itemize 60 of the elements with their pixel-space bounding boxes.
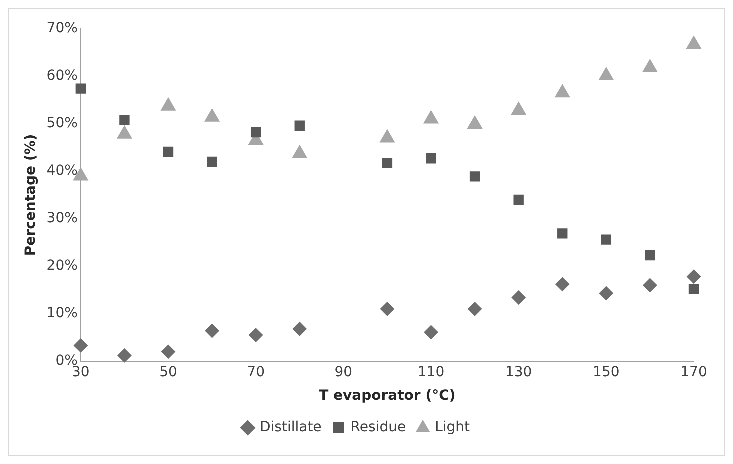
y-tick-label: 20% [46,258,78,274]
point [162,344,176,359]
point [382,158,393,168]
y-tick-label: 10% [46,306,78,322]
y-tick-label: 50% [46,116,78,132]
y-axis-title: Percentage (%) [23,134,40,256]
point [292,322,307,336]
point [424,325,438,340]
point [292,145,308,158]
point [161,98,176,111]
point [468,302,482,316]
point [599,286,614,300]
point [514,194,524,206]
point [250,127,262,138]
point [120,115,130,126]
point [470,172,480,182]
point [511,102,526,116]
legend-label: Light [435,420,471,436]
point [686,36,702,50]
point [163,146,174,158]
x-tick-label: 110 [418,364,445,380]
x-tick-label: 130 [505,364,532,380]
point [207,156,218,168]
point [688,284,700,294]
x-tick-label: 170 [680,364,708,380]
point [642,59,658,72]
point [468,116,482,129]
point [204,108,220,122]
y-tick-label: 70% [46,20,78,37]
point [601,234,612,245]
point [294,120,305,131]
x-tick-label: 50 [160,364,178,380]
x-tick-label: 150 [593,364,620,380]
point [687,270,701,284]
x-axis-title: T evaporator (°C) [319,388,456,404]
y-tick-label: 40% [46,163,78,180]
x-tick-label: 70 [247,364,265,380]
x-tick-label: 30 [72,364,90,380]
point [74,338,88,353]
point [380,302,394,316]
point [645,250,656,261]
point [118,348,132,363]
x-tick-label: 90 [334,364,353,380]
point [556,277,570,292]
point [426,154,436,164]
point [424,110,439,124]
point [380,130,395,143]
legend-label: Distillate [260,420,322,436]
point [76,84,86,94]
point [643,278,658,292]
point [205,324,220,338]
point [598,68,614,81]
legend-label: Residue [350,420,406,436]
point [558,228,568,239]
y-tick-label: 60% [46,68,78,84]
point [117,126,132,139]
point [512,290,526,305]
y-tick-label: 30% [46,210,78,227]
point [249,328,264,342]
point [555,84,570,98]
